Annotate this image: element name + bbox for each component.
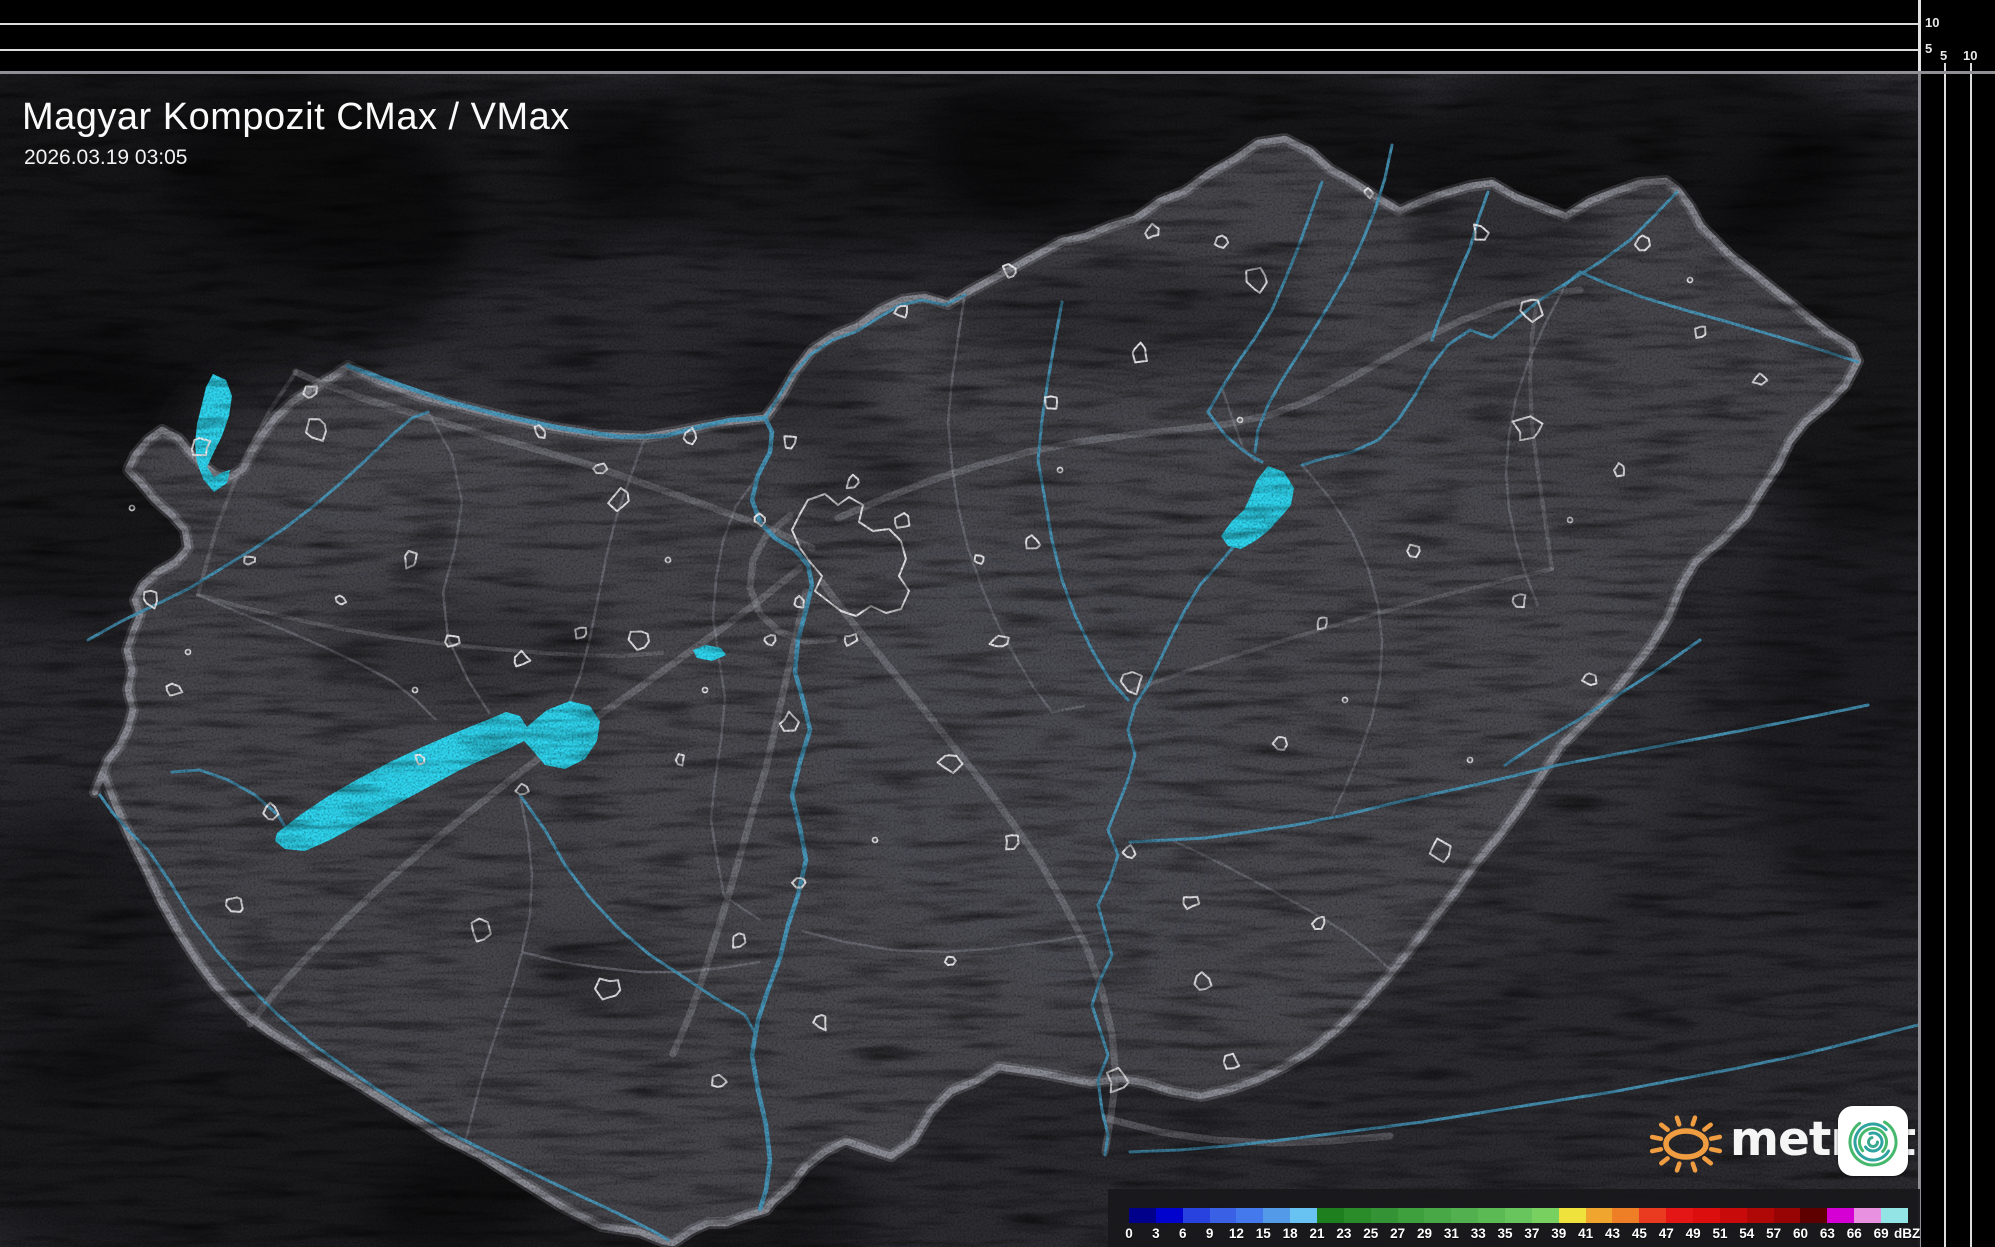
spiral-icon — [1848, 1117, 1898, 1167]
legend-label: 23 — [1336, 1226, 1352, 1241]
legend-label: 49 — [1685, 1226, 1701, 1241]
legend-cell — [1693, 1208, 1720, 1223]
legend-label: 43 — [1605, 1226, 1621, 1241]
legend-cell — [1263, 1208, 1291, 1223]
legend-label: 21 — [1309, 1226, 1325, 1241]
right-axis-tick-10 — [1970, 63, 1972, 71]
legend-label: 31 — [1443, 1226, 1459, 1241]
top-profile-gridline-5 — [0, 49, 1918, 51]
legend-cell — [1209, 1208, 1237, 1223]
legend-label: 9 — [1205, 1226, 1214, 1241]
legend-label: 0 — [1125, 1226, 1133, 1241]
right-profile-gridline-10 — [1970, 74, 1972, 1247]
top-axis-label-10: 10 — [1925, 15, 1940, 30]
legend-label: 15 — [1255, 1226, 1271, 1241]
legend-label: 27 — [1390, 1226, 1406, 1241]
legend-label: 18 — [1282, 1226, 1298, 1241]
legend-cell — [1746, 1208, 1774, 1223]
legend-label: 12 — [1228, 1226, 1244, 1241]
legend-cell — [1129, 1208, 1156, 1223]
legend-label: 57 — [1766, 1226, 1782, 1241]
legend-label: 39 — [1551, 1226, 1567, 1241]
legend-label: 45 — [1631, 1226, 1647, 1241]
legend-cell — [1531, 1208, 1559, 1223]
top-axis-label-5: 5 — [1925, 41, 1933, 56]
legend-cell — [1585, 1208, 1613, 1223]
top-profile-strip — [0, 0, 1918, 71]
scale-corner: 10 5 5 10 — [1921, 0, 1995, 71]
page-title: Magyar Kompozit CMax / VMax — [22, 96, 570, 138]
legend-label: 29 — [1416, 1226, 1432, 1241]
legend-label: 63 — [1819, 1226, 1835, 1241]
frame-line-horizontal — [0, 71, 1995, 74]
legend-cell — [1182, 1208, 1210, 1223]
timestamp: 2026.03.19 03:05 — [24, 146, 188, 169]
legend-cell — [1424, 1208, 1452, 1223]
map-canvas — [0, 72, 1920, 1247]
right-profile-gridline-5 — [1944, 74, 1946, 1247]
sun-icon — [1649, 1115, 1723, 1173]
right-axis-label-5: 5 — [1940, 48, 1948, 63]
legend-label: 25 — [1363, 1226, 1379, 1241]
top-profile-gridline-10 — [0, 23, 1918, 25]
right-profile-strip — [1921, 74, 1995, 1247]
legend-label: 3 — [1152, 1226, 1160, 1241]
radar-map — [0, 72, 1920, 1247]
legend-cell — [1451, 1208, 1479, 1223]
legend-label: 37 — [1524, 1226, 1540, 1241]
right-axis-label-10: 10 — [1963, 48, 1978, 63]
legend-cell — [1612, 1208, 1640, 1223]
legend-cell — [1370, 1208, 1398, 1223]
legend-cell — [1881, 1208, 1908, 1223]
legend-label: 33 — [1470, 1226, 1486, 1241]
legend-label: 35 — [1497, 1226, 1513, 1241]
legend-label: 6 — [1178, 1226, 1187, 1241]
frame-line-vertical-top — [1918, 0, 1921, 71]
legend-cell — [1558, 1208, 1586, 1223]
legend-label: 51 — [1712, 1226, 1728, 1241]
dbz-unit-label: dBZ — [1894, 1226, 1921, 1241]
right-axis-tick-5 — [1944, 63, 1946, 71]
legend-cell — [1773, 1208, 1801, 1223]
frame-line-vertical — [1918, 71, 1921, 1247]
legend-cell — [1290, 1208, 1318, 1223]
legend-cell — [1478, 1208, 1506, 1223]
legend-cell — [1155, 1208, 1183, 1223]
legend-label: 47 — [1658, 1226, 1674, 1241]
legend-cell — [1666, 1208, 1694, 1223]
dbz-legend: 0 3 6 9 12 15 18 21 23 25 27 29 31 33 35 37 39 41 43 45 47 49… — [1108, 1189, 1920, 1247]
legend-cell — [1800, 1208, 1828, 1223]
legend-label: 41 — [1578, 1226, 1594, 1241]
legend-cell — [1639, 1208, 1667, 1223]
legend-label: 69 — [1873, 1226, 1889, 1241]
legend-cell — [1505, 1208, 1532, 1223]
dbz-colorbar — [1129, 1208, 1908, 1223]
legend-cell — [1719, 1208, 1747, 1223]
legend-label: 66 — [1846, 1226, 1862, 1241]
legend-cell — [1854, 1208, 1882, 1223]
legend-label: 60 — [1793, 1226, 1809, 1241]
legend-label: 54 — [1739, 1226, 1755, 1241]
legend-cell — [1236, 1208, 1264, 1223]
legend-cell — [1343, 1208, 1371, 1223]
metnet-app-icon — [1838, 1106, 1908, 1176]
metnet-logo: metnet — [1640, 1098, 1916, 1184]
legend-cell — [1397, 1208, 1425, 1223]
legend-cell — [1827, 1208, 1855, 1223]
legend-cell — [1317, 1208, 1344, 1223]
terrain-speckle — [0, 72, 1920, 1247]
